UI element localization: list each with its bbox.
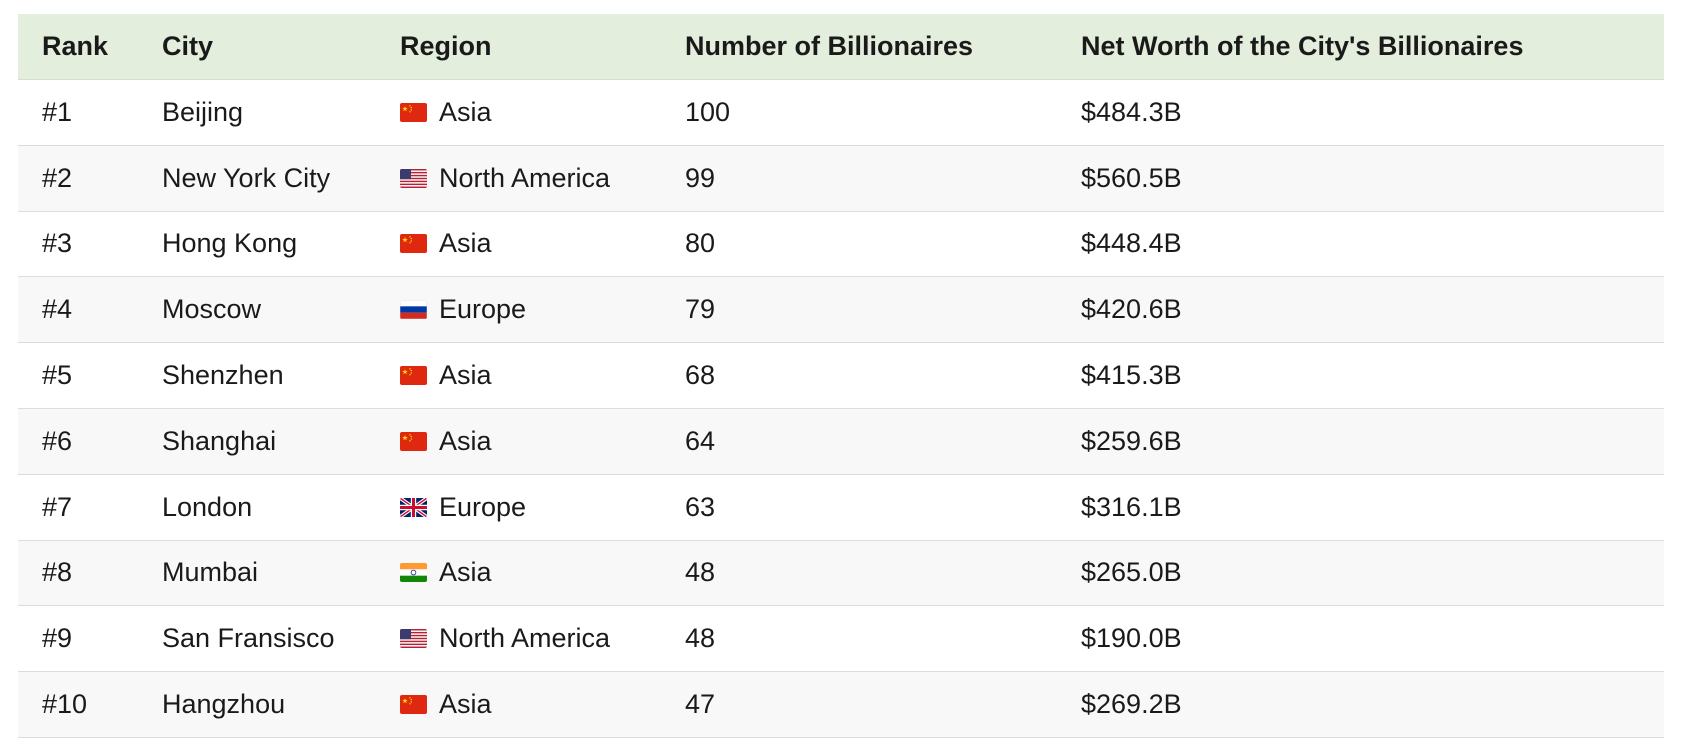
- net-worth-cell: $190.0B: [1081, 623, 1182, 654]
- city-cell: Shenzhen: [162, 360, 284, 391]
- city-cell: Shanghai: [162, 425, 277, 456]
- table-row: #10 Hangzhou Asia 47 $269.2B: [18, 672, 1664, 738]
- region-cell: Asia: [376, 689, 661, 720]
- net-worth-cell: $316.1B: [1081, 491, 1182, 522]
- table-row: #4 Moscow Europe 79 $420.6B: [18, 277, 1664, 344]
- china-flag-icon: [400, 431, 427, 451]
- region-label: Asia: [439, 689, 492, 720]
- russia-flag-icon: [400, 300, 427, 320]
- region-label: Asia: [439, 228, 492, 259]
- india-flag-icon: [400, 563, 427, 583]
- china-flag-icon: [400, 695, 427, 715]
- header-number-of-billionaires: Number of Billionaires: [685, 31, 974, 61]
- region-label: North America: [439, 623, 611, 654]
- table-row: #3 Hong Kong Asia 80 $448.4B: [18, 212, 1664, 278]
- city-cell: New York City: [162, 162, 331, 193]
- billionaire-count-cell: 63: [685, 491, 716, 522]
- city-cell: San Fransisco: [162, 623, 335, 654]
- table-row: #7 London Europe 63 $316.1B: [18, 475, 1664, 541]
- region-cell: Asia: [376, 557, 661, 588]
- china-flag-icon: [400, 102, 427, 122]
- table-row: #8 Mumbai Asia 48 $265.0B: [18, 540, 1664, 607]
- billionaire-count-cell: 48: [685, 557, 716, 588]
- table-body: #1 Beijing Asia 100 $484.3B #2 New York City No…: [18, 80, 1664, 738]
- rank-cell: #9: [42, 623, 73, 654]
- usa-flag-icon: [400, 168, 427, 188]
- city-cell: Mumbai: [162, 557, 259, 588]
- net-worth-cell: $484.3B: [1081, 96, 1182, 127]
- billionaire-count-cell: 64: [685, 425, 716, 456]
- table-row: #1 Beijing Asia 100 $484.3B: [18, 80, 1664, 146]
- billionaire-count-cell: 68: [685, 360, 716, 391]
- region-cell: Asia: [376, 97, 661, 128]
- rank-cell: #1: [42, 96, 73, 127]
- table-row: #9 San Fransisco North America 48 $190.0B: [18, 606, 1664, 673]
- region-label: Europe: [439, 491, 527, 522]
- rank-cell: #6: [42, 425, 73, 456]
- billionaire-cities-table: Rank City Region Number of Billionaires …: [18, 14, 1664, 738]
- net-worth-cell: $265.0B: [1081, 557, 1182, 588]
- rank-cell: #8: [42, 557, 73, 588]
- billionaire-count-cell: 48: [685, 623, 716, 654]
- china-flag-icon: [400, 366, 427, 386]
- city-cell: Moscow: [162, 294, 262, 325]
- region-cell: North America: [376, 623, 661, 654]
- uk-flag-icon: [400, 497, 427, 517]
- region-label: Asia: [439, 557, 492, 588]
- billionaire-count-cell: 80: [685, 228, 716, 259]
- billionaire-count-cell: 79: [685, 294, 716, 325]
- region-cell: Asia: [376, 426, 661, 457]
- region-cell: Europe: [376, 492, 661, 523]
- rank-cell: #7: [42, 491, 73, 522]
- net-worth-cell: $448.4B: [1081, 228, 1182, 259]
- china-flag-icon: [400, 234, 427, 254]
- billionaire-count-cell: 100: [685, 96, 731, 127]
- table-header-row: Rank City Region Number of Billionaires …: [18, 14, 1664, 80]
- header-region: Region: [400, 31, 492, 61]
- region-label: Europe: [439, 294, 527, 325]
- header-city: City: [162, 31, 214, 61]
- region-label: Asia: [439, 96, 492, 127]
- city-cell: Hangzhou: [162, 689, 286, 720]
- header-net-worth: Net Worth of the City's Billionaires: [1081, 31, 1524, 61]
- table-row: #6 Shanghai Asia 64 $259.6B: [18, 408, 1664, 475]
- rank-cell: #5: [42, 360, 73, 391]
- region-cell: Asia: [376, 360, 661, 391]
- region-cell: Europe: [376, 294, 661, 325]
- billionaire-count-cell: 99: [685, 162, 716, 193]
- rank-cell: #10: [42, 689, 88, 720]
- city-cell: London: [162, 491, 253, 522]
- city-cell: Beijing: [162, 96, 244, 127]
- net-worth-cell: $415.3B: [1081, 360, 1182, 391]
- city-cell: Hong Kong: [162, 228, 298, 259]
- region-label: Asia: [439, 425, 492, 456]
- billionaire-count-cell: 47: [685, 689, 716, 720]
- net-worth-cell: $259.6B: [1081, 425, 1182, 456]
- rank-cell: #3: [42, 228, 73, 259]
- rank-cell: #4: [42, 294, 73, 325]
- region-label: North America: [439, 162, 611, 193]
- table-row: #2 New York City North America 99 $560.5B: [18, 145, 1664, 212]
- net-worth-cell: $269.2B: [1081, 689, 1182, 720]
- region-label: Asia: [439, 360, 492, 391]
- region-cell: Asia: [376, 228, 661, 259]
- usa-flag-icon: [400, 629, 427, 649]
- table-row: #5 Shenzhen Asia 68 $415.3B: [18, 343, 1664, 409]
- net-worth-cell: $560.5B: [1081, 162, 1182, 193]
- header-rank: Rank: [42, 31, 109, 61]
- rank-cell: #2: [42, 162, 73, 193]
- region-cell: North America: [376, 163, 661, 194]
- net-worth-cell: $420.6B: [1081, 294, 1182, 325]
